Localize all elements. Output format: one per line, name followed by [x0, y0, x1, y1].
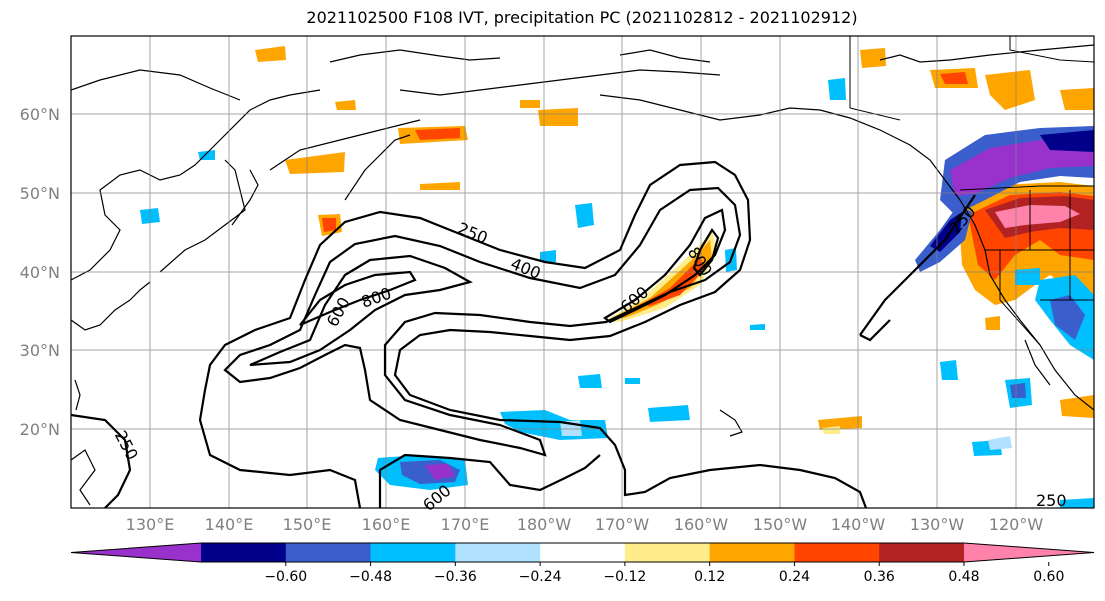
colorbar-tick-label: 0.60 [1033, 569, 1064, 585]
colorbar-swatch [709, 543, 795, 562]
colorbar-swatch [370, 543, 456, 562]
colorbar-swatch [201, 543, 287, 562]
colorbar-swatch [540, 543, 626, 562]
lon-label-130w: 130°W [910, 515, 965, 534]
colorbar-extend-right [964, 543, 1094, 562]
colorbar-swatch [794, 543, 880, 562]
latitude-labels: 60°N 50°N 40°N 30°N 20°N [20, 105, 60, 439]
colorbar-outline [70, 542, 1095, 563]
ivt-contours [71, 160, 976, 508]
colorbar-tick-label: −0.24 [519, 569, 562, 585]
lon-label-140w: 140°W [831, 515, 886, 534]
lon-label-160e: 160°E [362, 515, 411, 534]
lat-label-40n: 40°N [20, 263, 60, 282]
colorbar-tick-label: 0.48 [948, 569, 979, 585]
lon-label-150e: 150°E [283, 515, 332, 534]
lon-label-150w: 150°W [753, 515, 808, 534]
colorbar-swatch [624, 543, 711, 562]
borders [849, 36, 1094, 346]
longitude-labels: 130°E 140°E 150°E 160°E 170°E 180°W 170°… [126, 515, 1044, 534]
colorbar-tick-label: 0.36 [864, 569, 895, 585]
map-frame [70, 35, 1095, 509]
lon-label-180w: 180°W [517, 515, 572, 534]
map-title: 2021102500 F108 IVT, precipitation PC (2… [306, 8, 858, 27]
colorbar-swatch [879, 543, 965, 562]
colorbar-swatch [455, 543, 541, 562]
colorbar-swatch [285, 543, 372, 562]
colorbar-tick-label: 0.24 [779, 569, 810, 585]
lat-label-30n: 30°N [20, 341, 60, 360]
lat-label-20n: 20°N [20, 420, 60, 439]
colorbar-tick-label: −0.48 [349, 569, 392, 585]
lon-label-160w: 160°W [674, 515, 729, 534]
contour-label-250-d: 250 [1036, 491, 1067, 510]
coastlines [71, 44, 1094, 506]
colorbar-tick-label: −0.12 [603, 569, 646, 585]
lat-label-50n: 50°N [20, 184, 60, 203]
graticule [71, 36, 1094, 508]
lon-label-140e: 140°E [205, 515, 254, 534]
lon-label-170w: 170°W [595, 515, 650, 534]
lat-label-60n: 60°N [20, 105, 60, 124]
lon-label-130e: 130°E [126, 515, 175, 534]
colorbar-tick-label: −0.36 [434, 569, 477, 585]
colorbar-tick-label: −0.60 [264, 569, 307, 585]
colorbar: −0.60 −0.48 −0.36 −0.24 −0.12 0.12 0.24 0.36 0.4… [70, 542, 1095, 585]
colorbar-extend-left [71, 543, 201, 562]
colorbar-tick-label: 0.12 [694, 569, 725, 585]
lon-label-120w: 120°W [989, 515, 1044, 534]
precip-shading-positive [255, 46, 1094, 434]
lon-label-170e: 170°E [441, 515, 490, 534]
